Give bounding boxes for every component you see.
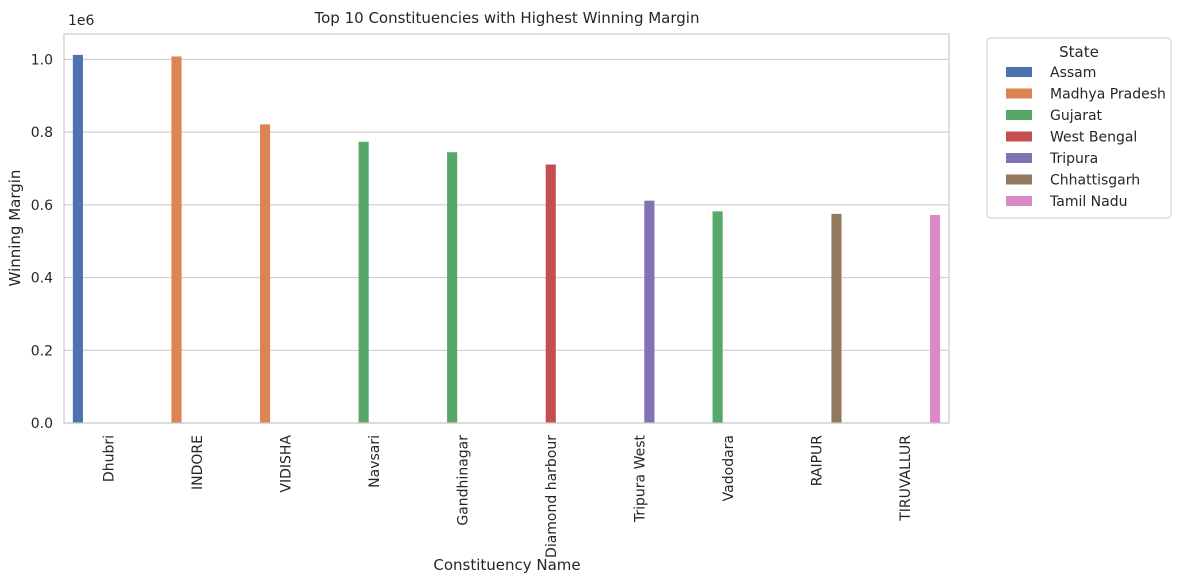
y-axis-label: Winning Margin bbox=[6, 170, 24, 287]
y-tick-label: 0.8 bbox=[31, 125, 53, 141]
legend-entries: Assam Madhya Pradesh Gujarat West Bengal Tri… bbox=[1006, 65, 1166, 210]
legend-label: Tamil Nadu bbox=[1049, 194, 1128, 210]
x-tick-label: Navsari bbox=[367, 435, 383, 488]
grid-lines bbox=[64, 58, 949, 424]
legend-swatch bbox=[1006, 196, 1032, 206]
legend-label: Tripura bbox=[1049, 151, 1098, 167]
x-tick-label: TIRUVALLUR bbox=[898, 435, 914, 522]
legend-swatch bbox=[1006, 67, 1032, 77]
legend-label: West Bengal bbox=[1050, 130, 1137, 146]
legend-label: Gujarat bbox=[1050, 108, 1103, 124]
y-tick-label: 0.2 bbox=[31, 343, 53, 359]
bar bbox=[831, 213, 842, 423]
legend-label: Chhattisgarh bbox=[1050, 173, 1140, 189]
chart-title: Top 10 Constituencies with Highest Winni… bbox=[314, 9, 700, 27]
legend-title: State bbox=[1059, 43, 1099, 61]
bar bbox=[712, 211, 723, 423]
x-tick-labels: Dhubri INDORE VIDISHA Navsari Gandhinagar Dia… bbox=[101, 434, 914, 557]
x-tick-label: Gandhinagar bbox=[455, 435, 471, 526]
bar bbox=[447, 152, 458, 424]
bar bbox=[259, 124, 271, 423]
y-tick-label: 1.0 bbox=[31, 52, 53, 68]
plot-frame bbox=[63, 33, 950, 424]
x-tick-label: RAIPUR bbox=[809, 435, 825, 487]
y-axis-offset-label: 1e6 bbox=[68, 13, 95, 29]
legend-label: Madhya Pradesh bbox=[1050, 87, 1166, 103]
legend-swatch bbox=[1006, 110, 1032, 120]
legend-frame bbox=[986, 37, 1172, 219]
legend: State Assam Madhya Pradesh Gujarat West Ben… bbox=[986, 37, 1172, 219]
bar bbox=[644, 200, 655, 423]
x-tick-label: Dhubri bbox=[101, 435, 117, 482]
x-axis-label: Constituency Name bbox=[433, 556, 580, 574]
x-tick-label: Diamond harbour bbox=[544, 435, 560, 558]
legend-swatch bbox=[1006, 88, 1032, 99]
x-tick-label: Vadodara bbox=[721, 435, 737, 501]
bars bbox=[72, 54, 941, 424]
legend-swatch bbox=[1006, 174, 1032, 185]
legend-swatch bbox=[1006, 153, 1032, 163]
y-tick-label: 0.6 bbox=[31, 198, 53, 214]
legend-swatch bbox=[1006, 131, 1032, 142]
bar bbox=[358, 141, 369, 423]
y-tick-label: 0.4 bbox=[31, 271, 53, 287]
bar bbox=[72, 54, 83, 423]
bar bbox=[171, 56, 182, 423]
x-tick-label: VIDISHA bbox=[278, 435, 294, 493]
x-tick-label: INDORE bbox=[190, 435, 206, 490]
legend-label: Assam bbox=[1050, 65, 1096, 81]
y-tick-label: 0.0 bbox=[31, 416, 53, 432]
bar bbox=[930, 214, 941, 423]
bar bbox=[545, 164, 556, 423]
y-tick-labels: 0.0 0.2 0.4 0.6 0.8 1.0 bbox=[31, 52, 53, 432]
x-tick-label: Tripura West bbox=[632, 434, 648, 523]
